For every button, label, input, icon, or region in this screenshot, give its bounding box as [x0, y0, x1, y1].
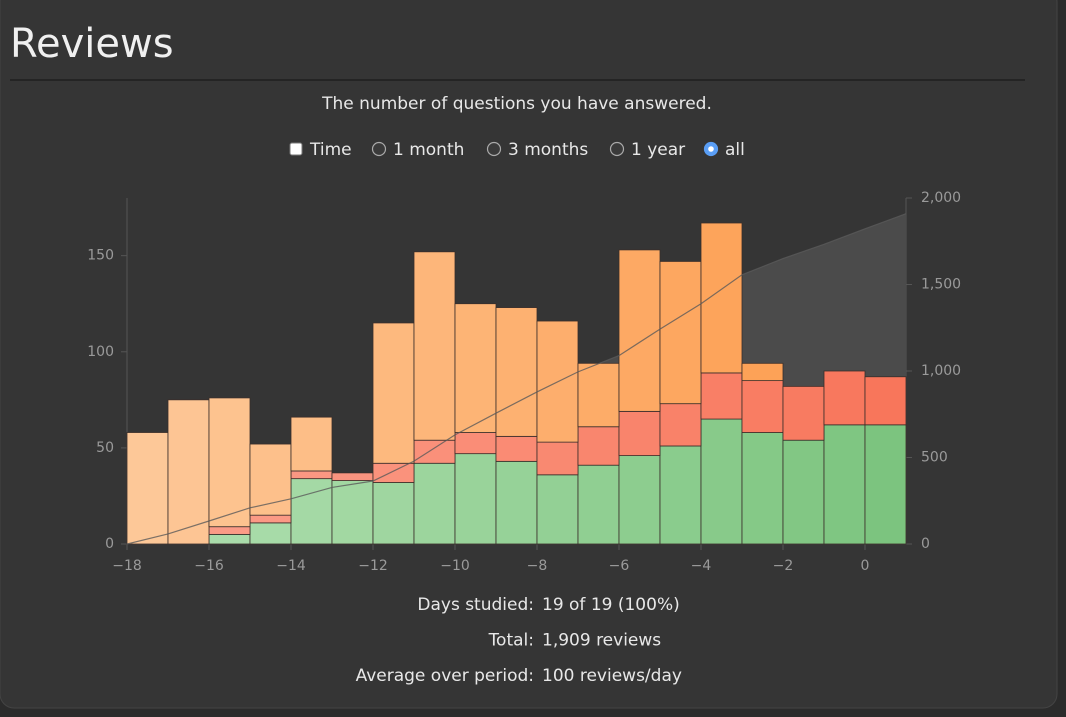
x-tick-label: −12 [358, 558, 388, 574]
control-label[interactable]: 1 month [393, 140, 464, 160]
control-label[interactable]: 1 year [631, 140, 685, 160]
x-tick-label: −4 [691, 558, 712, 574]
bar-segment [290, 478, 333, 545]
bar-segment [454, 453, 497, 545]
bar-segment [331, 480, 374, 545]
bar-segment [290, 416, 333, 472]
bar-segment [659, 403, 702, 447]
x-tick-label: −10 [440, 558, 470, 574]
bar-segment [249, 514, 292, 524]
y-tick-label: 50 [96, 440, 114, 456]
bar-segment [413, 439, 456, 464]
cumulative-line [126, 213, 907, 545]
bar-segment [536, 441, 579, 476]
bar-segment [618, 249, 661, 412]
title: Reviews [10, 21, 174, 67]
y-tick-label: 0 [105, 536, 114, 552]
bar-segment [700, 418, 743, 545]
controls: Time 1 month 3 months 1 year all [289, 140, 745, 160]
bar-segment [741, 362, 784, 382]
bar-segment [208, 397, 251, 528]
x-tick-label: −18 [112, 558, 142, 574]
y2-tick-label: 0 [921, 536, 930, 552]
bar-segment [495, 460, 538, 545]
bar-segment [249, 522, 292, 545]
bar-segment [249, 443, 292, 516]
stat-value: 19 of 19 (100%) [542, 595, 680, 615]
y2-tick-label: 2,000 [921, 190, 961, 206]
x-tick-label: 0 [861, 558, 870, 574]
stat-label: Total: [488, 631, 534, 651]
bar-segment [577, 362, 620, 428]
bar-segment [290, 470, 333, 480]
y2-tick-label: 500 [921, 450, 948, 466]
bar-segment [495, 307, 538, 437]
bar-segment [618, 455, 661, 545]
bar-segment [454, 303, 497, 433]
control-label[interactable]: all [725, 140, 745, 160]
y2-tick-label: 1,000 [921, 363, 961, 379]
radio[interactable] [486, 141, 502, 157]
bar-segment [782, 385, 825, 441]
control-label[interactable]: 3 months [508, 140, 588, 160]
bar-segment [208, 533, 251, 545]
bar-segment [618, 410, 661, 456]
y2-tick-label: 1,500 [921, 277, 961, 293]
radio[interactable] [371, 141, 387, 157]
bar-segment [372, 322, 415, 464]
bar-segment [782, 439, 825, 545]
control-label[interactable]: Time [309, 140, 352, 160]
bar-segment [577, 426, 620, 466]
bar-segment [823, 424, 866, 545]
y-tick-label: 100 [87, 344, 114, 360]
x-tick-label: −8 [527, 558, 548, 574]
subtitle: The number of questions you have answere… [321, 94, 712, 114]
bar-segment [700, 222, 743, 374]
stat-value: 1,909 reviews [542, 631, 661, 651]
radio[interactable] [609, 141, 625, 157]
stat-label: Days studied: [417, 595, 534, 615]
bar-segment [741, 380, 784, 433]
bar-segment [577, 464, 620, 545]
stat-label: Average over period: [356, 666, 534, 686]
bar-segment [331, 472, 374, 481]
bar-segment [536, 474, 579, 545]
bar-segment [126, 432, 169, 545]
bar-segment [208, 526, 251, 535]
x-tick-label: −14 [276, 558, 306, 574]
bar-segment [413, 251, 456, 441]
bar-segment [700, 372, 743, 420]
bar-segment [372, 462, 415, 483]
bar-segment [413, 462, 456, 545]
stats: Days studied: 19 of 19 (100%) Total: 1,909 … [356, 595, 682, 686]
bar-segment [495, 435, 538, 462]
x-tick-label: −6 [609, 558, 630, 574]
checkbox[interactable] [289, 142, 303, 156]
bar-segment [864, 424, 907, 545]
bar-segment [372, 482, 415, 545]
bar-segment [823, 370, 866, 426]
radio-dot [708, 146, 714, 152]
bar-segment [864, 376, 907, 426]
bar-segment [741, 432, 784, 545]
stat-value: 100 reviews/day [542, 666, 682, 686]
x-tick-label: −16 [194, 558, 224, 574]
chart: 0 50 100 150 0 500 1,000 1,500 2,000 −18 −16 −14 −12… [87, 190, 961, 574]
bar-segment [659, 261, 702, 405]
y-tick-label: 150 [87, 248, 114, 264]
bar-segment [454, 432, 497, 455]
x-tick-label: −2 [773, 558, 794, 574]
bar-segment [659, 445, 702, 545]
